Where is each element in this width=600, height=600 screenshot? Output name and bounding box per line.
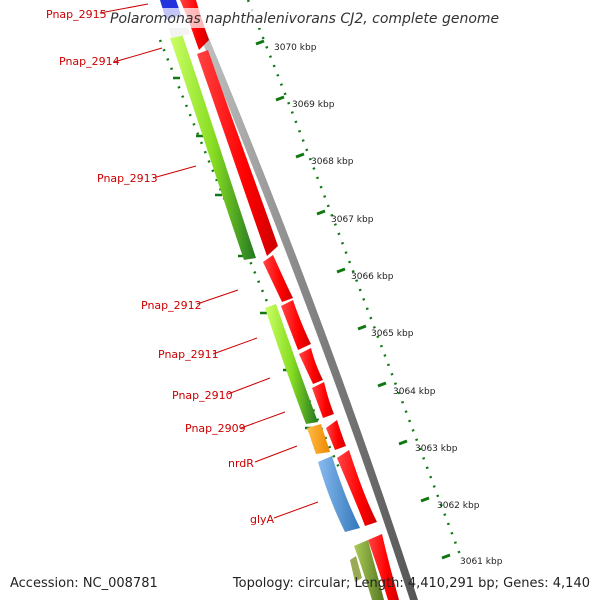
label-Pnap_2915: Pnap_2915	[46, 8, 107, 21]
label-Pnap_2911: Pnap_2911	[158, 348, 219, 361]
tick-3062: 3062 kbp	[437, 501, 480, 511]
label-line-nrdR	[254, 445, 298, 463]
gene-olive-bottom	[354, 540, 384, 600]
tick-3061: 3061 kbp	[460, 557, 503, 567]
gene-Pnap_2914-reverse	[170, 34, 256, 260]
gene-Pnap_2909-forward	[312, 382, 334, 418]
label-line-Pnap_2909	[240, 411, 286, 429]
tick-3067: 3067 kbp	[331, 215, 374, 225]
forward-genes	[180, 0, 399, 600]
reverse-genes	[170, 34, 384, 600]
label-glyA: glyA	[250, 513, 275, 526]
title-background	[108, 8, 496, 28]
gene-Pnap_2911-forward	[281, 300, 311, 350]
gene-glyA-forward	[337, 450, 377, 526]
label-Pnap_2914: Pnap_2914	[59, 55, 120, 68]
accession-text: Accession: NC_008781	[10, 576, 158, 591]
coordinate-ring	[246, 0, 464, 561]
gene-bottom-forward	[368, 534, 399, 600]
label-line-Pnap_2910	[227, 377, 271, 395]
gene-Pnap_2911-reverse	[265, 304, 318, 424]
tick-3063: 3063 kbp	[415, 444, 458, 454]
tick-3070: 3070 kbp	[274, 43, 317, 53]
topology-summary: Topology: circular; Length: 4,410,291 bp…	[232, 576, 590, 591]
gene-Pnap_2912-forward	[263, 255, 293, 302]
gene-Pnap_2910-forward	[299, 348, 323, 384]
gene-nrdR-forward	[326, 420, 346, 450]
label-line-glyA	[273, 501, 319, 519]
gene-nrdR-orange	[307, 424, 330, 454]
label-nrdR: nrdR	[228, 457, 254, 470]
tick-3068: 3068 kbp	[311, 157, 354, 167]
label-Pnap_2912: Pnap_2912	[141, 299, 202, 312]
label-line-Pnap_2914	[113, 47, 163, 63]
gene-Pnap_2913-forward	[197, 50, 278, 256]
tick-3066: 3066 kbp	[351, 272, 394, 282]
label-line-Pnap_2911	[212, 337, 258, 355]
coordinate-ticks: 3070 kbp 3069 kbp 3068 kbp 3067 kbp 3066…	[255, 39, 503, 567]
label-line-Pnap_2912	[196, 289, 239, 305]
label-Pnap_2913: Pnap_2913	[97, 172, 158, 185]
genome-backbone	[185, 0, 418, 600]
label-line-Pnap_2915	[99, 3, 149, 14]
gene-glyA-blue	[318, 456, 360, 532]
label-line-Pnap_2913	[152, 165, 197, 179]
gene-labels: Pnap_2915 Pnap_2914 Pnap_2913 Pnap_2912 …	[46, 3, 319, 526]
label-Pnap_2909: Pnap_2909	[185, 422, 246, 435]
label-Pnap_2910: Pnap_2910	[172, 389, 233, 402]
tick-3064: 3064 kbp	[393, 387, 436, 397]
gene-olive-tail	[350, 556, 362, 582]
map-title: Polaromonas naphthalenivorans CJ2, compl…	[110, 11, 499, 27]
tick-3065: 3065 kbp	[371, 329, 414, 339]
tick-3069: 3069 kbp	[292, 100, 335, 110]
